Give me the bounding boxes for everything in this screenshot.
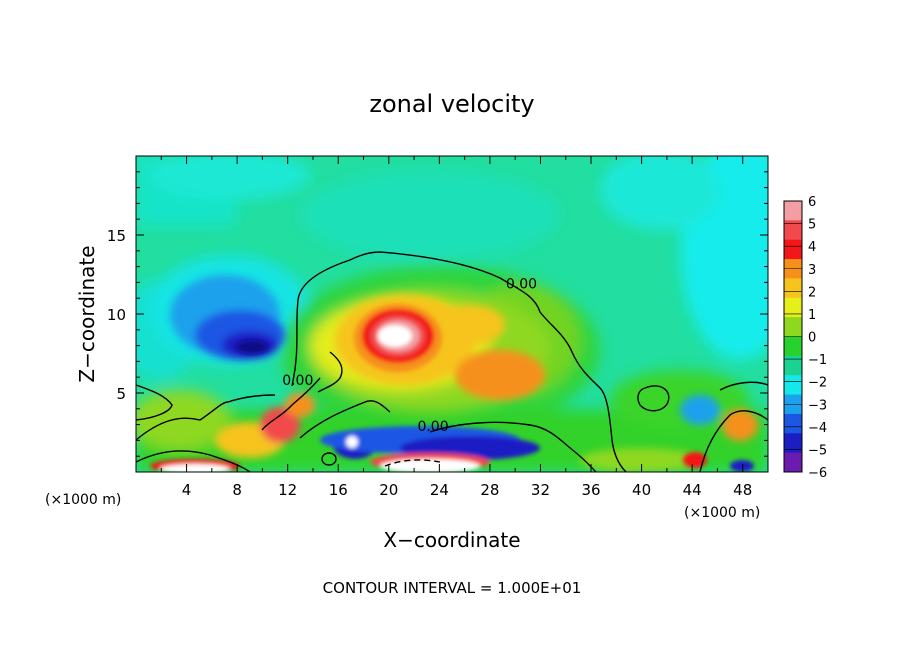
axis-ticks	[136, 156, 768, 472]
x-axis-label: X−coordinate	[383, 528, 520, 552]
contour-labels: 0.00 0.00 0.00	[282, 277, 537, 435]
colorbar-swatch	[784, 239, 802, 260]
y-tick-label: 10	[107, 306, 126, 324]
x-tick-label: 36	[581, 481, 600, 499]
x-tick-label: 16	[329, 481, 348, 499]
colorbar-swatch	[784, 297, 802, 318]
colorbar-swatch	[784, 355, 802, 376]
contour-line	[299, 400, 391, 439]
colorbar-label: 6	[808, 195, 816, 210]
chart-title: zonal velocity	[369, 90, 534, 118]
contour-label: 0.00	[417, 419, 448, 435]
contour-line	[429, 421, 597, 472]
contour-interval-note: CONTOUR INTERVAL = 1.000E+01	[323, 579, 582, 597]
colorbar-label: 1	[808, 308, 816, 323]
colorbar-swatch	[784, 336, 802, 357]
colorbar-label: −6	[808, 466, 827, 481]
colorbar-swatch	[784, 317, 802, 337]
x-tick-label: 24	[430, 481, 449, 499]
contour-line	[637, 385, 670, 412]
colorbar-label: 3	[808, 263, 816, 278]
contour-line	[321, 452, 337, 466]
contour-label: 0.00	[506, 277, 537, 293]
y-axis-label: Z−coordinate	[75, 245, 99, 382]
contour-line	[261, 377, 321, 431]
x-tick-label: 12	[278, 481, 297, 499]
contour-line	[136, 450, 251, 472]
y-tick-label: 5	[116, 385, 126, 403]
contour-line	[699, 410, 768, 472]
colorbar-label: −4	[808, 421, 827, 436]
contour-line	[317, 351, 343, 393]
x-unit-right: (×1000 m)	[684, 505, 760, 521]
colorbar-swatch	[784, 413, 802, 434]
contour-line	[291, 251, 627, 472]
colorbar-swatch	[784, 433, 802, 454]
colorbar-label: −3	[808, 398, 827, 413]
contour-line	[719, 381, 768, 391]
colorbar-swatch	[784, 278, 802, 299]
x-tick-labels: 4 8 12 16 20 24 28 32 36 40 44 48	[182, 481, 752, 499]
x-tick-label: 20	[379, 481, 398, 499]
colorbar-swatch	[784, 220, 802, 241]
x-tick-label: 28	[480, 481, 499, 499]
colorbar-swatch	[784, 375, 802, 396]
colorbar-label: −5	[808, 443, 827, 458]
y-tick-label: 15	[107, 227, 126, 245]
x-unit-left: (×1000 m)	[45, 492, 121, 508]
colorbar	[783, 200, 803, 473]
y-tick-labels: 5 10 15	[107, 227, 126, 403]
colorbar-swatch	[784, 452, 802, 473]
x-tick-label: 8	[232, 481, 242, 499]
contour-label: 0.00	[282, 373, 313, 389]
colorbar-label: 5	[808, 218, 816, 233]
colorbar-label: 2	[808, 285, 816, 300]
colorbar-label: −2	[808, 376, 827, 391]
contour-line	[136, 384, 173, 421]
colorbar-label: 0	[808, 331, 816, 346]
contour-line	[136, 394, 276, 441]
colorbar-swatch	[784, 201, 802, 221]
x-tick-label: 4	[182, 481, 192, 499]
x-tick-label: 40	[632, 481, 651, 499]
x-tick-label: 32	[531, 481, 550, 499]
colorbar-labels: 6 5 4 3 2 1 0 −1 −2 −3 −4 −5 −6	[808, 195, 827, 481]
colorbar-label: 4	[808, 240, 816, 255]
velocity-field	[136, 156, 768, 472]
x-tick-label: 44	[683, 481, 702, 499]
colorbar-label: −1	[808, 353, 827, 368]
x-tick-label: 48	[733, 481, 752, 499]
